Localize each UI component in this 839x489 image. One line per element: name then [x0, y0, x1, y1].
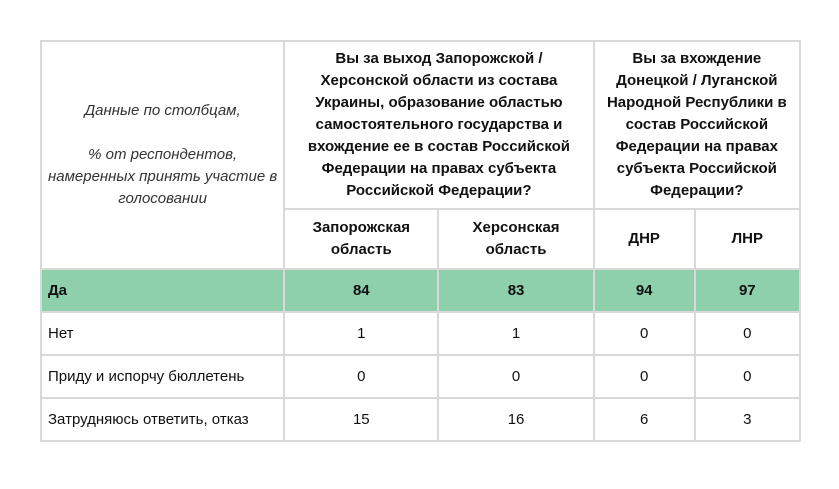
cell-value: 0	[592, 311, 696, 356]
results-table: Данные по столбцам, % от респондентов, н…	[39, 40, 802, 442]
row-label: Нет	[39, 311, 286, 356]
row-label: Да	[39, 268, 286, 313]
cell-value: 0	[437, 354, 595, 399]
cell-value: 15	[283, 397, 440, 442]
cell-value: 97	[693, 268, 802, 313]
column-header: ЛНР	[693, 208, 802, 270]
description-line: % от респондентов, намеренных принять уч…	[48, 146, 278, 207]
row-label: Затрудняюсь ответить, отказ	[39, 397, 286, 442]
row-label: Приду и испорчу бюллетень	[39, 354, 286, 399]
question-zaporozhye-kherson: Вы за выход Запорожской / Херсонской обл…	[283, 40, 595, 210]
description-line: Данные по столбцам,	[84, 102, 241, 119]
column-header: Херсонская область	[437, 208, 595, 270]
cell-value: 3	[693, 397, 802, 442]
cell-value: 0	[693, 311, 802, 356]
table-row: Да 84 83 94 97	[39, 268, 802, 313]
cell-value: 1	[437, 311, 595, 356]
question-dnr-lnr: Вы за вхождение Донецкой / Луганской Нар…	[592, 40, 802, 210]
column-header: ДНР	[592, 208, 696, 270]
table-description: Данные по столбцам, % от респондентов, н…	[39, 40, 286, 270]
cell-value: 84	[283, 268, 440, 313]
cell-value: 0	[283, 354, 440, 399]
table-row: Нет 1 1 0 0	[39, 311, 802, 356]
cell-value: 1	[283, 311, 440, 356]
cell-value: 16	[437, 397, 595, 442]
cell-value: 6	[592, 397, 696, 442]
table-row: Затрудняюсь ответить, отказ 15 16 6 3	[39, 397, 802, 442]
cell-value: 0	[592, 354, 696, 399]
cell-value: 83	[437, 268, 595, 313]
cell-value: 94	[592, 268, 696, 313]
column-header: Запорожская область	[283, 208, 440, 270]
cell-value: 0	[693, 354, 802, 399]
table-row: Приду и испорчу бюллетень 0 0 0 0	[39, 354, 802, 399]
